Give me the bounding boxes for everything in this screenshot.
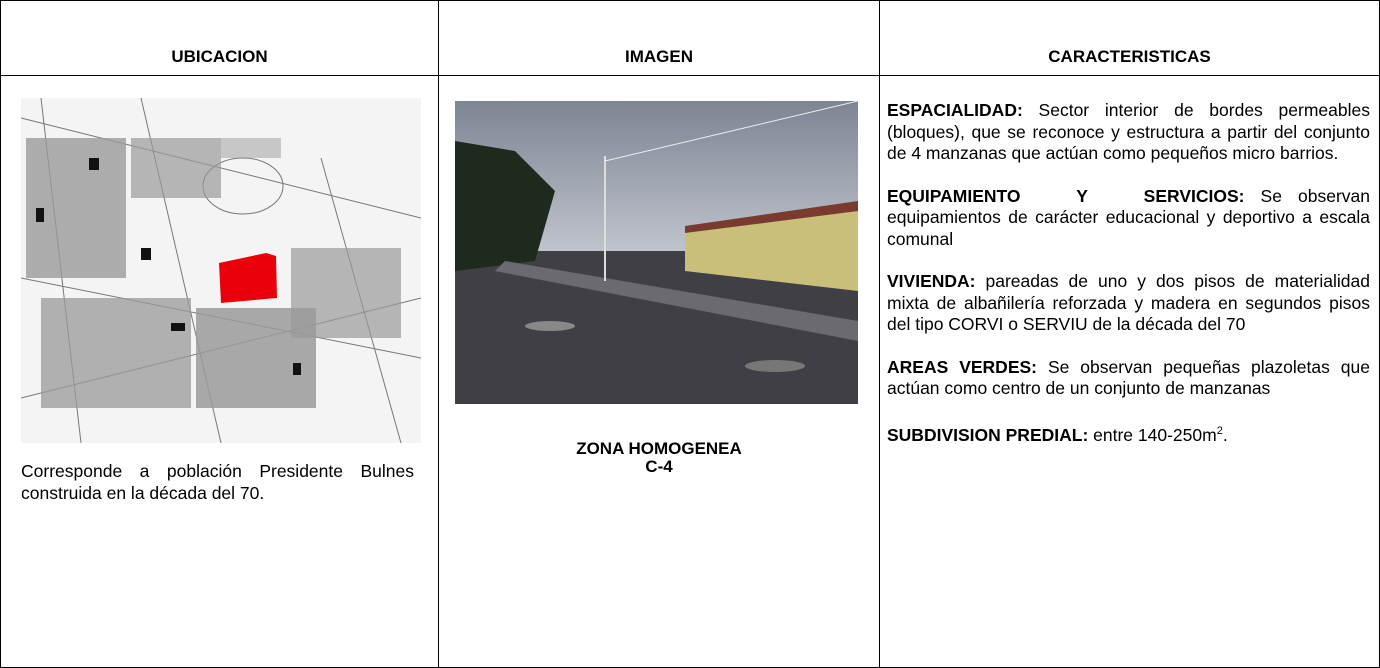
header: IMAGEN [438, 0, 880, 76]
header: CARACTERISTICAS [879, 0, 1380, 76]
feature: SUBDIVISION PREDIAL: entre 140-250m2. [887, 421, 1370, 446]
feature-text: Sector interior de bordes permeables (bl… [887, 100, 1370, 163]
image-caption: ZONA HOMOGENEA C-4 [439, 440, 879, 476]
location-text: Corresponde a población Presidente Bulne… [21, 461, 414, 503]
features-cell: ESPACIALIDAD: Sector interior de bordes … [879, 75, 1380, 668]
header-row: UBICACION IMAGEN CARACTERISTICAS [0, 0, 1380, 76]
map-image [21, 98, 421, 443]
feature-label: VIVIENDA: [887, 271, 976, 291]
feature-text: Se observan pequeñas plazoletas que actú… [887, 356, 1370, 399]
feature: VIVIENDA: pareadas de uno y dos pisos de… [887, 271, 1370, 336]
caption-line: C-4 [645, 457, 673, 476]
caption-line: ZONA HOMOGENEA [576, 439, 742, 458]
street-photo [455, 101, 858, 404]
feature: ESPACIALIDAD: Sector interior de bordes … [887, 100, 1370, 165]
content-row: Corresponde a población Presidente Bulne… [0, 75, 1380, 668]
image-cell: ZONA HOMOGENEA C-4 [438, 75, 880, 668]
feature-label: ESPACIALIDAD: [887, 100, 1023, 120]
feature-text: Se observan equipamientos de carácter ed… [887, 185, 1370, 249]
feature-text: pareadas de uno y dos pisos de materiali… [887, 271, 1370, 334]
feature-text: entre 140-250m [1093, 424, 1217, 445]
feature-label: EQUIPAMIENTO Y SERVICIOS: [887, 185, 1245, 206]
feature: AREAS VERDES: Se observan pequeñas plazo… [887, 357, 1370, 400]
feature-label: SUBDIVISION PREDIAL: [887, 424, 1089, 445]
location-cell: Corresponde a población Presidente Bulne… [0, 75, 439, 668]
feature-tail: . [1222, 424, 1228, 445]
feature-label: AREAS VERDES: [887, 356, 1037, 377]
superscript: 2 [1216, 424, 1223, 437]
feature: EQUIPAMIENTO Y SERVICIOS: Se observan eq… [887, 186, 1370, 251]
header: UBICACION [0, 0, 439, 76]
